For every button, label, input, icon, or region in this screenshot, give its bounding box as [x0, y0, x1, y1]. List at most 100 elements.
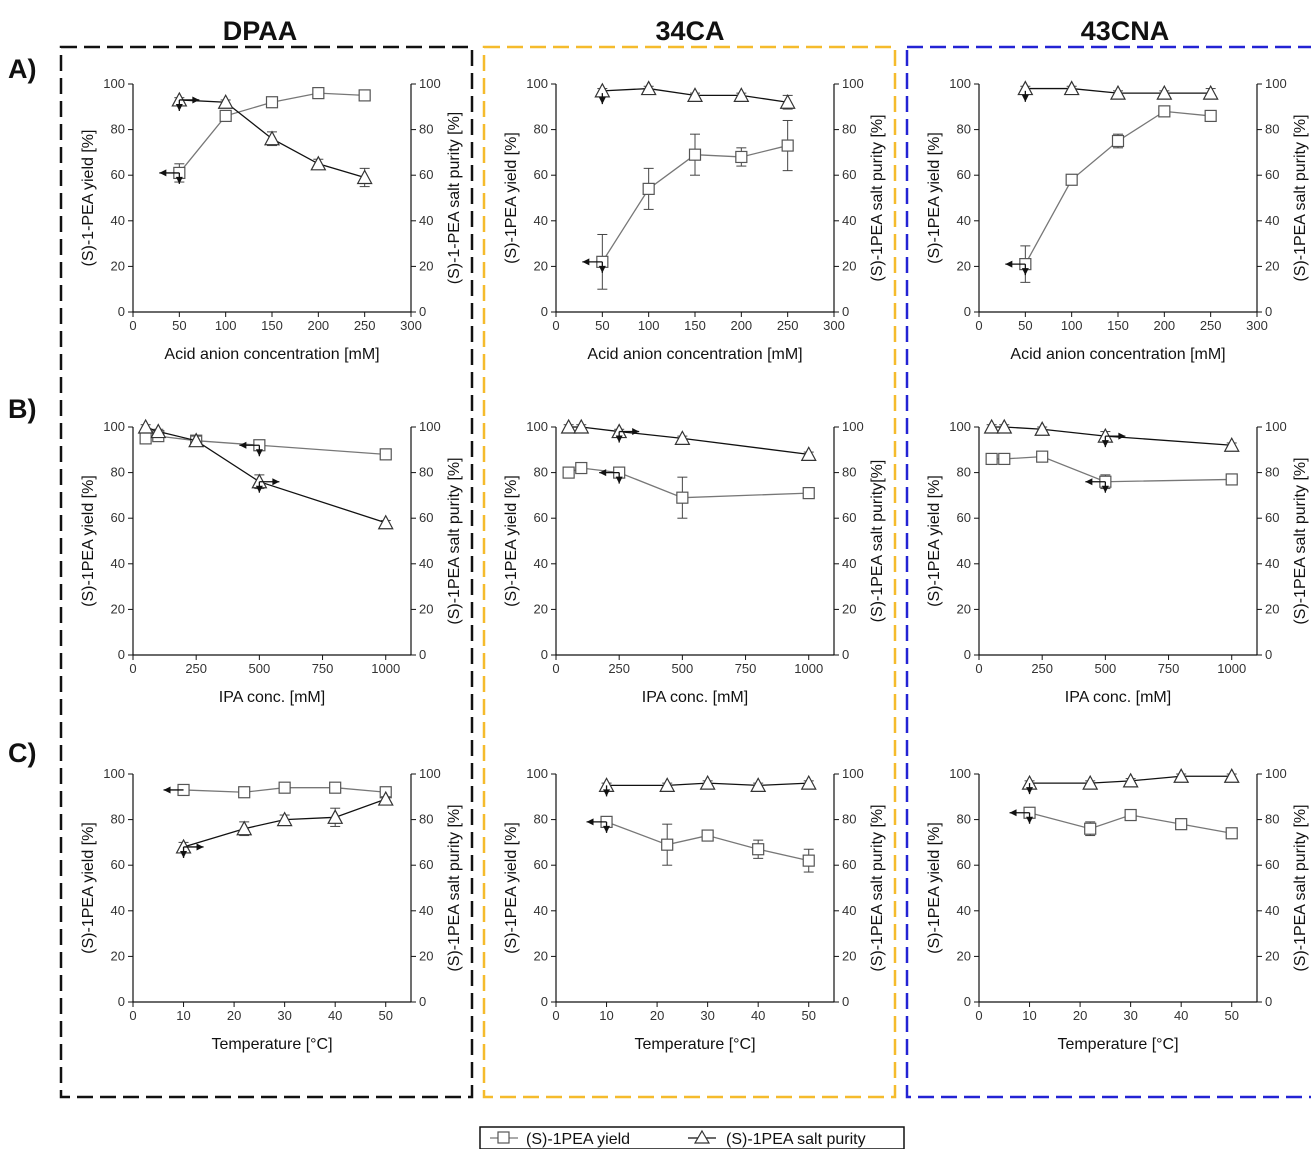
- axis-arrowhead: [1101, 485, 1109, 493]
- axis-arrowhead: [175, 103, 183, 111]
- x-tick-label: 30: [700, 1008, 714, 1023]
- data-point-purity: [356, 169, 373, 185]
- data-point-purity: [674, 430, 691, 445]
- data-point-yield: [139, 432, 152, 445]
- y-tick-label-right: 60: [1265, 510, 1279, 525]
- axis-arrowhead: [598, 97, 606, 105]
- y-axis-label-right: (S)-1PEA salt purity [%]: [869, 804, 886, 971]
- data-point-purity: [263, 130, 281, 146]
- axis-arrowhead: [615, 435, 623, 443]
- data-point-yield: [238, 786, 251, 799]
- y-tick-label-right: 80: [419, 465, 433, 480]
- axis-arrowhead: [586, 818, 594, 826]
- y-tick-label-left: 100: [103, 76, 125, 91]
- column-title-dpaa: DPAA: [223, 16, 298, 46]
- x-tick-label: 0: [552, 1008, 559, 1023]
- data-point-purity: [1122, 772, 1139, 788]
- axis-arrowhead: [632, 428, 640, 436]
- x-axis-label: IPA conc. [mM]: [219, 689, 325, 706]
- y-tick-label-left: 60: [111, 510, 125, 525]
- data-point-purity: [733, 87, 750, 103]
- x-tick-label: 50: [378, 1008, 392, 1023]
- x-axis-label: Temperature [°C]: [211, 1036, 332, 1053]
- y-tick-label-left: 40: [534, 213, 548, 228]
- x-tick-label: 50: [801, 1008, 815, 1023]
- data-point-purity: [236, 820, 253, 836]
- x-tick-label: 1000: [794, 661, 823, 676]
- axis-arrowhead: [603, 825, 611, 833]
- data-point-yield: [1175, 818, 1188, 831]
- y-tick-label-right: 0: [842, 647, 849, 662]
- series-line-yield: [991, 455, 1232, 483]
- data-point-yield: [278, 781, 291, 794]
- x-tick-label: 40: [751, 1008, 765, 1023]
- x-tick-label: 100: [215, 318, 237, 333]
- x-tick-label: 250: [1031, 661, 1053, 676]
- data-point-purity: [800, 446, 817, 461]
- y-axis-label-right: (S)-1PEA salt purity [%]: [1292, 457, 1309, 624]
- x-tick-label: 750: [1158, 661, 1180, 676]
- y-tick-label-right: 60: [1265, 167, 1279, 182]
- legend: (S)-1PEA yield (S)-1PEA salt purity: [479, 1126, 905, 1149]
- y-tick-label-right: 100: [842, 76, 864, 91]
- y-tick-label-right: 0: [419, 994, 426, 1009]
- y-tick-label-left: 40: [957, 213, 971, 228]
- x-tick-label: 250: [1200, 318, 1222, 333]
- y-tick-label-left: 40: [111, 903, 125, 918]
- y-tick-label-right: 40: [419, 556, 433, 571]
- series-line-purity: [145, 426, 386, 524]
- y-axis-label-left: (S)-1PEA yield [%]: [80, 822, 97, 954]
- y-tick-label-left: 100: [526, 766, 548, 781]
- y-tick-label-left: 80: [957, 122, 971, 137]
- y-tick-label-right: 100: [1265, 419, 1287, 434]
- data-point-purity: [779, 93, 796, 109]
- data-point-purity: [699, 774, 716, 790]
- y-tick-label-right: 20: [1265, 258, 1279, 273]
- y-tick-label-left: 60: [534, 510, 548, 525]
- data-point-yield: [1036, 450, 1049, 463]
- data-point-yield: [752, 843, 765, 856]
- data-point-purity: [1223, 768, 1240, 783]
- x-tick-label: 300: [1246, 318, 1268, 333]
- data-point-yield: [562, 466, 575, 479]
- x-tick-label: 0: [129, 318, 136, 333]
- axis-arrowhead: [180, 850, 188, 858]
- legend-purity-triangle-icon: [693, 1129, 711, 1144]
- y-axis-label-right: (S)-1PEA salt purity [%]: [1292, 114, 1309, 281]
- data-point-yield: [802, 487, 815, 500]
- y-tick-label-left: 0: [118, 994, 125, 1009]
- x-tick-label: 150: [1107, 318, 1129, 333]
- x-tick-label: 1000: [1217, 661, 1246, 676]
- data-point-yield: [379, 448, 392, 461]
- axis-arrowhead: [159, 169, 167, 177]
- data-point-yield: [358, 89, 371, 102]
- data-point-purity: [1173, 768, 1190, 783]
- y-tick-label-left: 80: [534, 122, 548, 137]
- data-point-purity: [573, 418, 590, 434]
- data-point-yield: [1225, 827, 1238, 840]
- y-tick-label-left: 40: [534, 556, 548, 571]
- column-box-dpaa: [59, 45, 474, 1099]
- column-title-43cna: 43CNA: [1081, 16, 1170, 46]
- y-tick-label-right: 100: [842, 419, 864, 434]
- y-tick-label-left: 60: [534, 167, 548, 182]
- y-tick-label-right: 0: [419, 304, 426, 319]
- x-tick-label: 100: [1061, 318, 1083, 333]
- axis-arrowhead: [163, 786, 171, 794]
- data-point-yield: [985, 452, 998, 466]
- x-tick-label: 500: [672, 661, 694, 676]
- column-box-43cna: [905, 45, 1311, 1099]
- data-point-yield: [219, 109, 232, 123]
- x-tick-label: 150: [684, 318, 706, 333]
- y-tick-label-right: 80: [1265, 122, 1279, 137]
- data-point-yield: [735, 150, 748, 164]
- data-point-purity: [327, 809, 344, 824]
- x-tick-label: 200: [1153, 318, 1175, 333]
- y-tick-label-right: 60: [842, 857, 856, 872]
- y-tick-label-left: 40: [957, 903, 971, 918]
- row-label-a: A): [8, 54, 37, 84]
- row-label-c: C): [8, 738, 37, 768]
- axis-arrowhead: [1009, 809, 1017, 817]
